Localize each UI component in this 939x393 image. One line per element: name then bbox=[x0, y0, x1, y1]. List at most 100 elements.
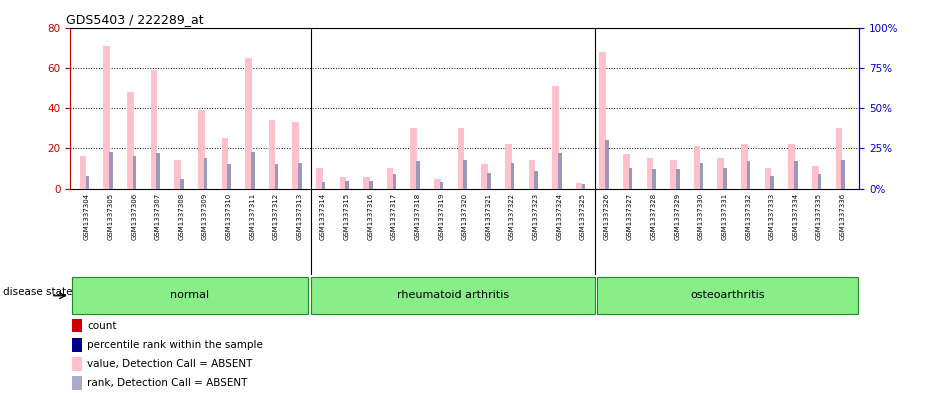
Text: GSM1337309: GSM1337309 bbox=[202, 193, 208, 240]
Bar bbox=[410, 128, 417, 189]
Bar bbox=[175, 160, 181, 189]
Bar bbox=[629, 168, 632, 189]
Bar bbox=[439, 182, 443, 189]
Bar bbox=[789, 144, 795, 189]
Bar bbox=[269, 120, 275, 189]
Bar bbox=[676, 169, 680, 189]
Bar bbox=[812, 167, 819, 189]
Text: GSM1337306: GSM1337306 bbox=[131, 193, 137, 240]
Bar bbox=[576, 183, 582, 189]
Bar bbox=[222, 138, 228, 189]
Bar bbox=[393, 174, 396, 189]
Bar bbox=[505, 144, 512, 189]
Text: GSM1337332: GSM1337332 bbox=[746, 193, 751, 240]
Bar bbox=[534, 171, 538, 189]
Bar bbox=[623, 154, 630, 189]
Bar bbox=[72, 319, 82, 332]
Bar bbox=[251, 152, 254, 189]
Text: count: count bbox=[87, 321, 117, 331]
Text: GSM1337326: GSM1337326 bbox=[604, 193, 609, 240]
Bar bbox=[694, 146, 700, 189]
Text: GSM1337329: GSM1337329 bbox=[674, 193, 681, 240]
Text: percentile rank within the sample: percentile rank within the sample bbox=[87, 340, 263, 350]
Text: GSM1337313: GSM1337313 bbox=[297, 193, 302, 240]
Bar bbox=[529, 160, 535, 189]
Bar bbox=[700, 163, 703, 189]
Text: GSM1337308: GSM1337308 bbox=[178, 193, 184, 240]
Text: GSM1337324: GSM1337324 bbox=[556, 193, 562, 240]
Bar bbox=[109, 152, 113, 189]
Text: GSM1337333: GSM1337333 bbox=[769, 193, 775, 240]
Bar bbox=[511, 163, 515, 189]
Text: GSM1337327: GSM1337327 bbox=[627, 193, 633, 240]
Bar bbox=[340, 176, 346, 189]
Text: GSM1337330: GSM1337330 bbox=[698, 193, 704, 240]
Bar bbox=[605, 140, 608, 189]
Text: GSM1337316: GSM1337316 bbox=[367, 193, 374, 240]
Bar bbox=[316, 169, 323, 189]
Text: value, Detection Call = ABSENT: value, Detection Call = ABSENT bbox=[87, 359, 253, 369]
Bar bbox=[482, 164, 488, 189]
Bar bbox=[764, 169, 771, 189]
Text: disease state: disease state bbox=[3, 287, 72, 297]
Text: GSM1337315: GSM1337315 bbox=[344, 193, 349, 240]
Bar bbox=[274, 164, 278, 189]
Bar bbox=[132, 156, 136, 189]
Bar bbox=[416, 161, 420, 189]
Bar bbox=[204, 158, 208, 189]
Text: osteoarthritis: osteoarthritis bbox=[690, 290, 765, 300]
Bar bbox=[72, 376, 82, 390]
Text: GSM1337334: GSM1337334 bbox=[793, 193, 798, 240]
Bar bbox=[558, 153, 562, 189]
Text: GSM1337320: GSM1337320 bbox=[462, 193, 468, 240]
Bar bbox=[434, 178, 440, 189]
Text: GSM1337321: GSM1337321 bbox=[485, 193, 491, 240]
Bar bbox=[581, 184, 585, 189]
Bar bbox=[717, 158, 724, 189]
Bar bbox=[464, 160, 467, 189]
Bar bbox=[369, 180, 373, 189]
Text: GSM1337319: GSM1337319 bbox=[439, 193, 444, 240]
Bar bbox=[151, 70, 158, 189]
Bar bbox=[72, 357, 82, 371]
Bar bbox=[157, 153, 160, 189]
Bar bbox=[227, 164, 231, 189]
Text: GSM1337323: GSM1337323 bbox=[532, 193, 539, 240]
Bar bbox=[198, 110, 205, 189]
Bar bbox=[71, 277, 308, 314]
Bar bbox=[457, 128, 464, 189]
Bar bbox=[599, 51, 606, 189]
Bar bbox=[180, 179, 184, 189]
Bar bbox=[80, 156, 86, 189]
Bar bbox=[299, 163, 301, 189]
Bar bbox=[552, 86, 559, 189]
Bar bbox=[245, 58, 252, 189]
Text: GSM1337304: GSM1337304 bbox=[84, 193, 90, 240]
Bar bbox=[794, 161, 798, 189]
Bar bbox=[487, 173, 491, 189]
Text: GSM1337325: GSM1337325 bbox=[580, 193, 586, 240]
Bar bbox=[292, 122, 299, 189]
Bar bbox=[836, 128, 842, 189]
Text: GSM1337335: GSM1337335 bbox=[816, 193, 822, 240]
Text: GSM1337305: GSM1337305 bbox=[108, 193, 114, 240]
Bar bbox=[818, 174, 822, 189]
Text: rheumatoid arthritis: rheumatoid arthritis bbox=[397, 290, 509, 300]
Bar bbox=[346, 180, 349, 189]
Bar bbox=[72, 338, 82, 352]
Text: GSM1337328: GSM1337328 bbox=[651, 193, 656, 240]
Text: GSM1337314: GSM1337314 bbox=[320, 193, 326, 240]
Bar bbox=[127, 92, 133, 189]
Bar bbox=[841, 160, 845, 189]
Bar bbox=[741, 144, 747, 189]
Bar bbox=[597, 277, 858, 314]
Bar bbox=[653, 169, 656, 189]
Bar bbox=[747, 161, 750, 189]
Bar bbox=[387, 169, 393, 189]
Text: GSM1337318: GSM1337318 bbox=[415, 193, 421, 240]
Text: GSM1337322: GSM1337322 bbox=[509, 193, 515, 240]
Bar bbox=[647, 158, 654, 189]
Bar bbox=[85, 176, 89, 189]
Bar bbox=[363, 176, 370, 189]
Text: GSM1337312: GSM1337312 bbox=[273, 193, 279, 240]
